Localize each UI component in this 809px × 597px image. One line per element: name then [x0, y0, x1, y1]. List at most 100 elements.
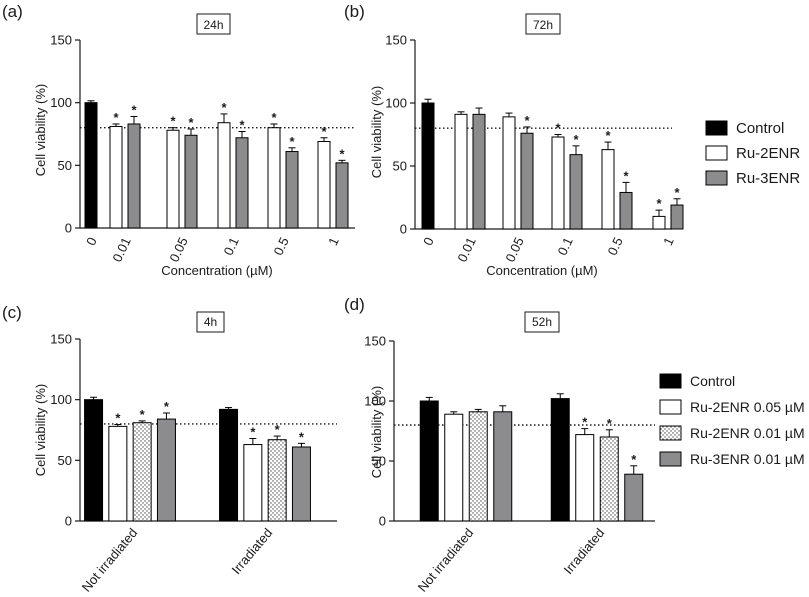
- y-axis-label-a: Cell viability (%): [33, 84, 48, 176]
- legend-swatch-ru2enr-001: [659, 425, 682, 441]
- x-tick-label: 0.05: [502, 235, 526, 264]
- panel-c: (c) 4h Cell viability (%) 0 50 100 150 * * * No…: [2, 303, 337, 595]
- y-tick-label: 0: [65, 514, 72, 529]
- legend-swatch-ru2enr-005: [659, 399, 682, 415]
- chart-title-b: 72h: [533, 18, 553, 32]
- bar-ru-3enr-0-5: [619, 191, 633, 230]
- bar-ru-2enr-1: [317, 141, 331, 229]
- bar-ru-2enr-0-01-m-not-irradiated: [468, 411, 488, 522]
- bar-ru-3enr-0-5: [285, 151, 299, 229]
- significance-marker: *: [271, 110, 277, 125]
- significance-marker: *: [573, 132, 579, 147]
- y-tick-label: 100: [385, 96, 407, 111]
- significance-marker: *: [164, 399, 170, 414]
- bar-control-not-irradiated: [419, 400, 439, 522]
- bar-ru-2enr-0-5: [601, 149, 615, 230]
- x-axis-label-a: Concentration (µM): [161, 263, 273, 278]
- title-box-d: [524, 311, 560, 333]
- x-tick-label: Not irradiated: [415, 525, 477, 594]
- y-tick-label: 0: [400, 222, 407, 237]
- legend-swatch-control: [705, 120, 728, 136]
- bar-control-not-irradiated: [84, 399, 104, 522]
- significance-marker: *: [607, 416, 613, 431]
- plot-area-b: 0 50 100 150 0 0.01 * 0.05 * * 0.1 * * 0.5 * * 1: [385, 33, 684, 264]
- significance-marker: *: [239, 117, 245, 132]
- significance-marker: *: [115, 411, 121, 426]
- x-tick-label: 0.05: [166, 235, 190, 264]
- plot-area-c: 0 50 100 150 * * * Not irradiated * * * Irradiated: [50, 332, 337, 595]
- legend-bottom: Control Ru-2ENR 0.05 µM Ru-2ENR 0.01 µM …: [659, 373, 805, 467]
- y-tick-label: 100: [50, 95, 72, 110]
- bar-ru-2enr-0-05: [166, 129, 180, 229]
- y-tick-label: 50: [58, 158, 72, 173]
- bar-ru-2enr-0-01: [109, 125, 123, 229]
- significance-marker: *: [250, 424, 256, 439]
- y-tick-label: 150: [50, 33, 72, 48]
- x-tick-label: Irradiated: [561, 525, 608, 577]
- x-tick-label: 0.01: [109, 235, 133, 264]
- bar-ru-3enr-0-05: [184, 134, 198, 229]
- bar-ru-2enr-0-05-m-not-irradiated: [108, 425, 128, 522]
- y-tick-label: 0: [65, 221, 72, 236]
- legend-label-ru2enr: Ru-2ENR: [736, 145, 800, 162]
- bar-ru-2enr-0-05-m-irradiated: [243, 444, 263, 522]
- bar-ru-3enr-0-05: [520, 132, 534, 230]
- panel-label-c: (c): [2, 303, 22, 322]
- y-tick-label: 150: [385, 33, 407, 48]
- x-tick-label: 0: [420, 235, 437, 248]
- bar-ru-2enr-0-01-m-irradiated: [599, 436, 619, 522]
- y-tick-label: 150: [364, 334, 386, 349]
- x-axis-label-b: Concentration (µM): [486, 263, 598, 278]
- legend-swatch-ru3enr: [705, 170, 728, 186]
- bar-ru-3enr-0-01-m-not-irradiated: [156, 418, 176, 522]
- significance-marker: *: [170, 114, 176, 129]
- chart-title-d: 52h: [532, 315, 552, 329]
- legend-label-control: Control: [736, 120, 784, 137]
- bar-ru-3enr-1: [335, 162, 349, 229]
- y-axis-label-b: Cell viability (%): [369, 86, 384, 178]
- significance-marker: *: [289, 134, 295, 149]
- chart-title-a: 24h: [203, 18, 223, 32]
- y-tick-label: 0: [379, 514, 386, 529]
- legend-label-ru3enr-001: Ru-3ENR 0.01 µM: [690, 451, 805, 467]
- bar-ru-3enr-0-01-m-irradiated: [624, 473, 644, 522]
- plot-area-a: 0 50 100 150 0 * * 0.01 * * 0.05 * * 0.1 * * 0.5 * * 1: [50, 33, 355, 264]
- bar-ru-2enr-0-5: [267, 127, 281, 229]
- x-tick-label: 0.5: [270, 235, 291, 258]
- x-tick-label: 1: [660, 235, 677, 248]
- bar-control-irradiated: [219, 408, 239, 522]
- chart-title-c: 4h: [204, 315, 217, 329]
- bar-ru-2enr-0-01: [454, 113, 468, 230]
- significance-marker: *: [140, 407, 146, 422]
- significance-marker: *: [221, 100, 227, 115]
- x-tick-label: 0: [83, 235, 100, 248]
- title-box-a: [196, 13, 231, 35]
- significance-marker: *: [555, 121, 561, 136]
- bar-control-irradiated: [550, 398, 570, 522]
- significance-marker: *: [582, 415, 588, 430]
- bar-ru-2enr-0-05: [502, 116, 516, 230]
- panel-label-d: (d): [344, 295, 365, 314]
- panel-a: (a) 24h Cell viability (%) Concentration…: [2, 2, 355, 278]
- bar-ru-3enr-0-1: [569, 154, 583, 230]
- bar-ru-2enr-0-05-m-not-irradiated: [444, 413, 464, 522]
- panel-b: (b) 72h Cell viability (%) Concentration…: [344, 2, 684, 278]
- title-box-b: [525, 13, 561, 35]
- legend-label-ru3enr: Ru-3ENR: [736, 170, 800, 187]
- bar-ru-2enr-0-05-m-irradiated: [575, 434, 595, 522]
- x-tick-label: 0.5: [604, 235, 625, 258]
- bar-ru-3enr-0-01: [127, 123, 141, 229]
- y-axis-label-c: Cell viability (%): [33, 384, 48, 476]
- y-tick-label: 50: [58, 453, 72, 468]
- bar-ru-3enr-0-01: [472, 113, 486, 230]
- significance-marker: *: [321, 124, 327, 139]
- panel-d: (d) 52h Cell viability (%) 0 50 100 150 Not …: [344, 295, 655, 595]
- legend-top: Control Ru-2ENR Ru-3ENR: [705, 120, 800, 187]
- significance-marker: *: [656, 196, 662, 211]
- legend-swatch-ru3enr-001: [659, 451, 682, 467]
- bar-control-0: [84, 102, 98, 229]
- significance-marker: *: [339, 146, 345, 161]
- x-tick-label: Not irradiated: [79, 525, 141, 594]
- plot-area-d: 0 50 100 150 Not irradiated * * * Irradiated: [364, 334, 655, 595]
